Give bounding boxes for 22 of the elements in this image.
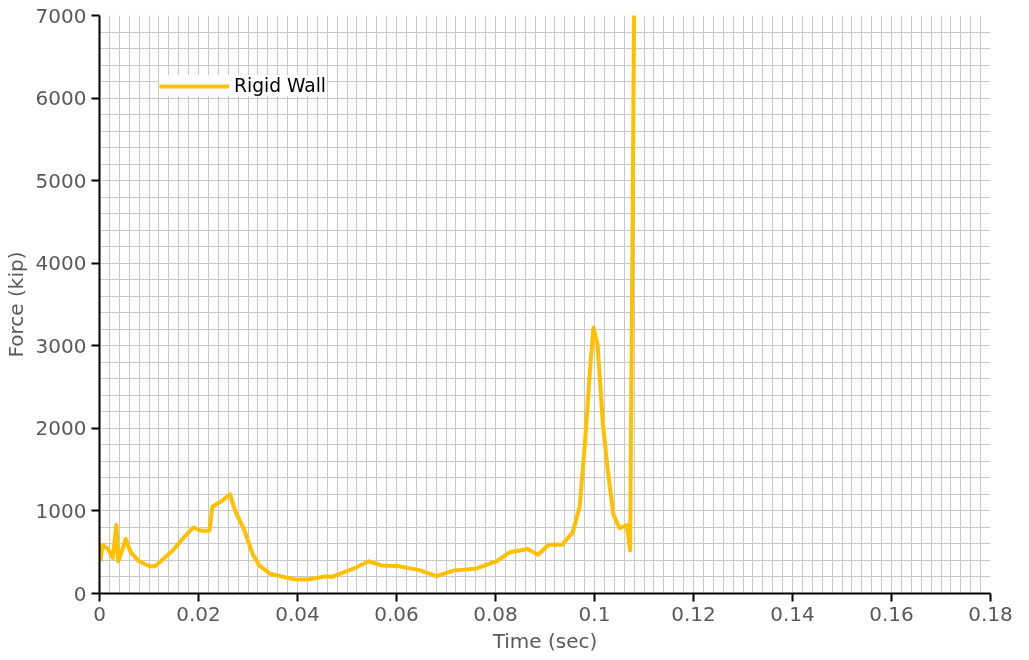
y-tick-label: 2000: [35, 416, 87, 441]
y-tick-label: 0: [73, 581, 87, 606]
y-tick-label: 5000: [35, 168, 87, 193]
x-tick-label: 0.06: [374, 601, 419, 626]
x-tick-label: 0.04: [275, 601, 320, 626]
y-tick-label: 3000: [35, 333, 87, 358]
x-tick-label: 0.18: [968, 601, 1013, 626]
x-tick-label: 0.12: [671, 601, 716, 626]
x-tick-label: 0.16: [869, 601, 914, 626]
line-series: [99, 15, 638, 582]
x-tick-label: 0: [93, 601, 106, 626]
x-tick-label: 0.02: [176, 601, 221, 626]
x-tick-label: 0.08: [473, 601, 518, 626]
x-tick-label: 0.1: [578, 601, 611, 626]
y-axis-title: Force (kip): [3, 251, 28, 358]
y-tick-label: 4000: [35, 251, 87, 276]
y-tick-label: 7000: [35, 3, 87, 28]
y-tick-label: 6000: [35, 86, 87, 111]
x-axis-title: Time (sec): [491, 628, 598, 653]
legend-label: Rigid Wall: [234, 75, 326, 96]
y-tick-label: 1000: [35, 498, 87, 523]
x-tick-label: 0.14: [770, 601, 815, 626]
